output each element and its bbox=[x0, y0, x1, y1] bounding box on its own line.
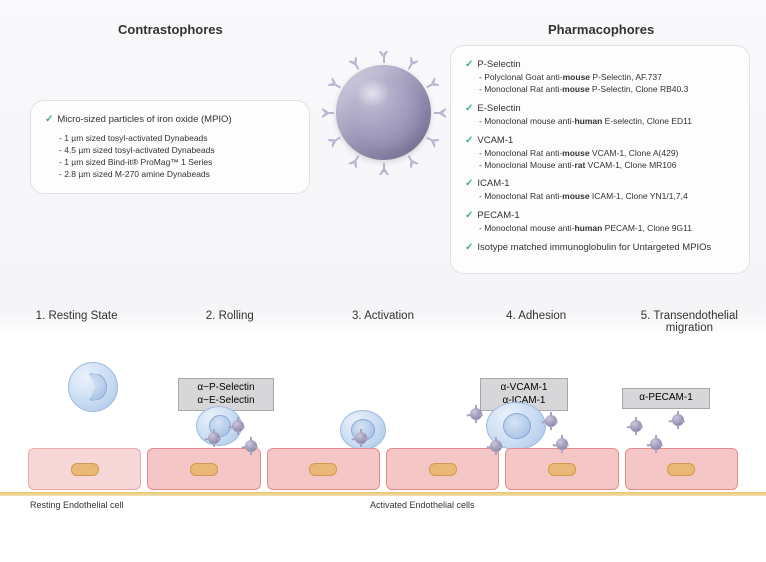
contrast-item: - 4.5 µm sized tosyl-activated Dynabeads bbox=[59, 145, 295, 157]
small-mpio-bead bbox=[208, 432, 220, 444]
small-mpio-bead bbox=[556, 438, 568, 450]
antibody-icon bbox=[432, 108, 446, 118]
endothelial-cell-activated bbox=[386, 448, 499, 490]
contrast-item: - 1 µm sized tosyl-activated Dynabeads bbox=[59, 133, 295, 145]
antibody-icon bbox=[348, 56, 364, 73]
antibody-icon bbox=[348, 152, 364, 169]
small-mpio-bead bbox=[650, 438, 662, 450]
stage-title: 5. Transendothelial migration bbox=[619, 310, 759, 334]
small-mpio-bead bbox=[355, 432, 367, 444]
stage-title: 2. Rolling bbox=[160, 310, 300, 334]
small-mpio-bead bbox=[672, 414, 684, 426]
pharmacophores-box: P-Selectin- Polyclonal Goat anti-mouse P… bbox=[450, 45, 750, 274]
contrastophores-title: Contrastophores bbox=[118, 22, 223, 37]
small-mpio-bead bbox=[232, 420, 244, 432]
endothelial-cells-row bbox=[28, 448, 738, 490]
endothelial-cell-activated bbox=[505, 448, 618, 490]
antibody-icon bbox=[403, 152, 419, 169]
antibody-icon bbox=[322, 108, 336, 118]
small-mpio-bead bbox=[490, 440, 502, 452]
stage-title: 1. Resting State bbox=[7, 310, 147, 334]
stage-titles-row: 1. Resting State 2. Rolling 3. Activatio… bbox=[0, 310, 766, 334]
contrast-header: Micro-sized particles of iron oxide (MPI… bbox=[45, 113, 295, 127]
small-mpio-bead bbox=[470, 408, 482, 420]
antibody-icon bbox=[379, 51, 389, 65]
endothelial-cell-activated bbox=[267, 448, 380, 490]
small-mpio-bead bbox=[630, 420, 642, 432]
contrastophores-box: Micro-sized particles of iron oxide (MPI… bbox=[30, 100, 310, 194]
pharmacophores-title: Pharmacophores bbox=[548, 22, 654, 37]
resting-endothelial-label: Resting Endothelial cell bbox=[30, 500, 124, 510]
basement-membrane bbox=[0, 492, 766, 496]
antibody-icon bbox=[403, 56, 419, 73]
stage-title: 3. Activation bbox=[313, 310, 453, 334]
activated-endothelial-label: Activated Endothelial cells bbox=[370, 500, 475, 510]
mpio-bead-illustration bbox=[336, 65, 431, 160]
contrast-item: - 2.8 µm sized M-270 amine Dynabeads bbox=[59, 169, 295, 181]
tem-tag: α-PECAM-1 bbox=[622, 388, 710, 409]
stage-title: 4. Adhesion bbox=[466, 310, 606, 334]
endothelial-cell-activated bbox=[147, 448, 260, 490]
small-mpio-bead bbox=[245, 440, 257, 452]
antibody-icon bbox=[423, 132, 440, 148]
antibody-icon bbox=[327, 132, 344, 148]
antibody-icon bbox=[379, 161, 389, 175]
leukocyte-resting bbox=[68, 362, 118, 412]
endothelial-cell-resting bbox=[28, 448, 141, 490]
antibody-icon bbox=[423, 77, 440, 93]
contrast-item: - 1 µm sized Bind-it® ProMag™ 1 Series bbox=[59, 157, 295, 169]
endothelial-cell-activated bbox=[625, 448, 738, 490]
small-mpio-bead bbox=[545, 415, 557, 427]
leukocyte-activation bbox=[340, 410, 386, 450]
antibody-icon bbox=[327, 77, 344, 93]
